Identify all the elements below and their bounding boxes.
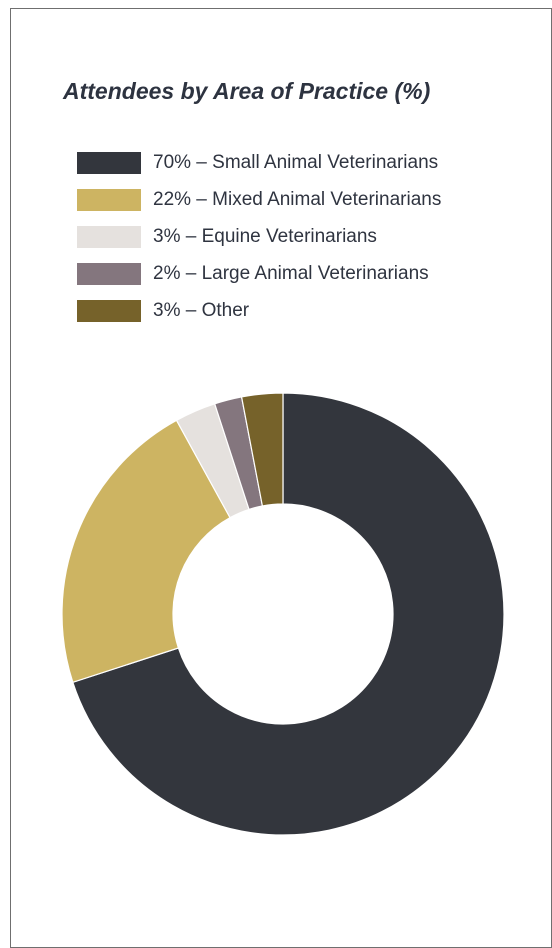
legend-label-mixed-animal: 22% – Mixed Animal Veterinarians bbox=[153, 189, 442, 210]
donut-slice-other bbox=[240, 392, 284, 507]
donut-slice-mixed-animal bbox=[61, 419, 231, 684]
legend-swatch-large-animal bbox=[77, 263, 141, 285]
legend-label-large-animal: 2% – Large Animal Veterinarians bbox=[153, 263, 429, 284]
legend-item-equine: 3% – Equine Veterinarians bbox=[77, 226, 441, 248]
legend-swatch-small-animal bbox=[77, 152, 141, 174]
chart-legend: 70% – Small Animal Veterinarians 22% – M… bbox=[77, 152, 441, 337]
legend-label-other: 3% – Other bbox=[153, 300, 250, 321]
legend-swatch-mixed-animal bbox=[77, 189, 141, 211]
legend-label-equine: 3% – Equine Veterinarians bbox=[153, 226, 377, 247]
legend-item-small-animal: 70% – Small Animal Veterinarians bbox=[77, 152, 441, 174]
legend-swatch-equine bbox=[77, 226, 141, 248]
legend-swatch-other bbox=[77, 300, 141, 322]
legend-item-large-animal: 2% – Large Animal Veterinarians bbox=[77, 263, 441, 285]
area-of-practice-donut-chart bbox=[61, 392, 505, 836]
legend-item-mixed-animal: 22% – Mixed Animal Veterinarians bbox=[77, 189, 441, 211]
donut-slice-small-animal bbox=[72, 392, 505, 836]
chart-title: Attendees by Area of Practice (%) bbox=[63, 78, 431, 104]
legend-item-other: 3% – Other bbox=[77, 300, 441, 322]
legend-label-small-animal: 70% – Small Animal Veterinarians bbox=[153, 152, 439, 173]
